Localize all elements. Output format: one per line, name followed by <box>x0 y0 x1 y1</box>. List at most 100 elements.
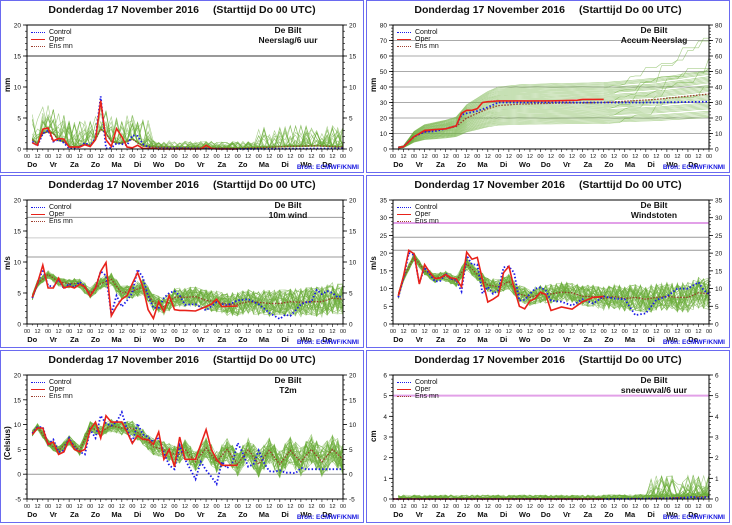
x-day-label: Za <box>436 335 446 344</box>
panel-title-start: (Starttijd Do 00 UTC) <box>578 4 682 16</box>
y-tick-label-right: 0 <box>349 472 353 479</box>
y-tick-label-right: 10 <box>715 131 723 138</box>
legend-swatch-control <box>397 207 411 208</box>
y-tick-label-right: 15 <box>349 54 357 61</box>
y-tick-label-right: 10 <box>349 85 357 92</box>
x-day-label: Ma <box>477 160 488 169</box>
variable-name: sneeuwval/6 uur <box>620 385 688 395</box>
x-hour-label: 12 <box>161 329 167 335</box>
x-day-label: Zo <box>91 510 101 519</box>
legend-swatch-control <box>31 207 45 208</box>
x-day-label: Wo <box>153 160 165 169</box>
x-hour-label: 12 <box>485 154 491 160</box>
x-hour-label: 00 <box>214 329 220 335</box>
x-day-label: Zo <box>238 160 248 169</box>
y-tick-label-right: 10 <box>715 286 723 293</box>
x-day-label: Di <box>500 510 508 519</box>
x-hour-label: 12 <box>77 154 83 160</box>
panel-title: Donderdag 17 November 2016 (Starttijd Do … <box>1 179 363 191</box>
ens-mean-line <box>31 128 344 150</box>
ensemble-member-line <box>398 104 710 149</box>
ensemble-member-line <box>398 102 710 148</box>
x-hour-label: 00 <box>150 154 156 160</box>
x-hour-label: 12 <box>443 154 449 160</box>
panel-title: Donderdag 17 November 2016 (Starttijd Do … <box>1 354 363 366</box>
legend-label: Oper <box>415 386 431 393</box>
legend-label: Oper <box>415 36 431 43</box>
x-day-label: Zo <box>238 335 248 344</box>
x-day-label: Ma <box>625 335 636 344</box>
x-hour-label: 12 <box>569 504 575 510</box>
y-tick-label-right: 30 <box>715 215 723 222</box>
ensemble-member-line <box>398 117 710 149</box>
x-hour-label: 12 <box>485 329 491 335</box>
x-hour-label: 00 <box>558 154 564 160</box>
x-hour-label: 12 <box>422 504 428 510</box>
x-hour-label: 12 <box>34 504 40 510</box>
legend-label: Oper <box>49 211 65 218</box>
x-day-label: Wo <box>519 510 531 519</box>
y-tick-label-right: 0 <box>715 322 719 329</box>
legend-swatch-oper <box>397 214 411 215</box>
y-tick-label-right: 15 <box>349 397 357 404</box>
y-tick-label-right: 5 <box>715 393 719 400</box>
x-day-label: Ma <box>625 510 636 519</box>
x-day-label: Za <box>583 510 593 519</box>
x-hour-label: 12 <box>400 504 406 510</box>
panel-title-start: (Starttijd Do 00 UTC) <box>212 4 316 16</box>
x-day-label: Vr <box>50 510 58 519</box>
x-hour-label: 12 <box>98 154 104 160</box>
ens-mean-line <box>31 424 344 466</box>
y-tick-label-left: 5 <box>383 304 387 311</box>
ensemble-member-line <box>398 107 710 149</box>
x-hour-label: 00 <box>45 154 51 160</box>
legend-swatch-oper <box>397 389 411 390</box>
x-hour-label: 00 <box>580 329 586 335</box>
legend: Control Oper Ens mn <box>397 379 439 400</box>
panel-t2m: -5 -5 0 0 5 5 10 10 15 15 20 20 00 12 00 12 00 12 00 12 00 12… <box>0 350 364 523</box>
x-hour-label: 12 <box>527 504 533 510</box>
x-day-label: Vr <box>416 510 424 519</box>
x-hour-label: 00 <box>432 154 438 160</box>
x-hour-label: 12 <box>56 504 62 510</box>
x-day-label: Do <box>541 510 551 519</box>
x-hour-label: 00 <box>411 329 417 335</box>
ensemble-member-line <box>398 70 710 148</box>
legend-swatch-oper <box>31 39 45 40</box>
x-hour-label: 00 <box>537 154 543 160</box>
x-day-label: Wo <box>519 160 531 169</box>
x-hour-label: 12 <box>611 504 617 510</box>
x-hour-label: 00 <box>664 154 670 160</box>
x-day-label: Wo <box>519 335 531 344</box>
x-day-label: Ma <box>259 510 270 519</box>
y-tick-label-left: 10 <box>14 422 22 429</box>
y-tick-label-left: 0 <box>383 322 387 329</box>
x-day-label: Zo <box>238 510 248 519</box>
x-hour-label: 00 <box>495 504 501 510</box>
x-day-label: Do <box>688 510 698 519</box>
y-tick-label-right: 4 <box>715 414 719 421</box>
x-hour-label: 00 <box>171 504 177 510</box>
x-day-label: Vr <box>197 335 205 344</box>
x-hour-label: 12 <box>56 329 62 335</box>
x-hour-label: 00 <box>319 504 325 510</box>
x-hour-label: 12 <box>485 504 491 510</box>
x-hour-label: 12 <box>203 154 209 160</box>
station-name: De Bilt <box>640 375 668 385</box>
panel-title-date: Donderdag 17 November 2016 <box>48 354 199 366</box>
x-day-label: Ma <box>259 335 270 344</box>
y-tick-label-left: 20 <box>380 116 388 123</box>
legend: Control Oper Ens mn <box>397 204 439 225</box>
x-hour-label: 12 <box>422 329 428 335</box>
plot-svg: 0 01 12 23 34 45 56 600 12 00 12 00 12 00 12 00 12 00 12 00… <box>383 373 719 520</box>
legend-swatch-control <box>31 32 45 33</box>
legend-swatch-ensmean <box>31 396 45 397</box>
ensemble-member-line <box>398 106 710 149</box>
panel-title: Donderdag 17 November 2016 (Starttijd Do … <box>367 4 729 16</box>
y-tick-label-right: 35 <box>715 198 723 205</box>
x-day-label: Di <box>647 510 655 519</box>
x-hour-label: 00 <box>235 504 241 510</box>
x-hour-label: 12 <box>224 154 230 160</box>
